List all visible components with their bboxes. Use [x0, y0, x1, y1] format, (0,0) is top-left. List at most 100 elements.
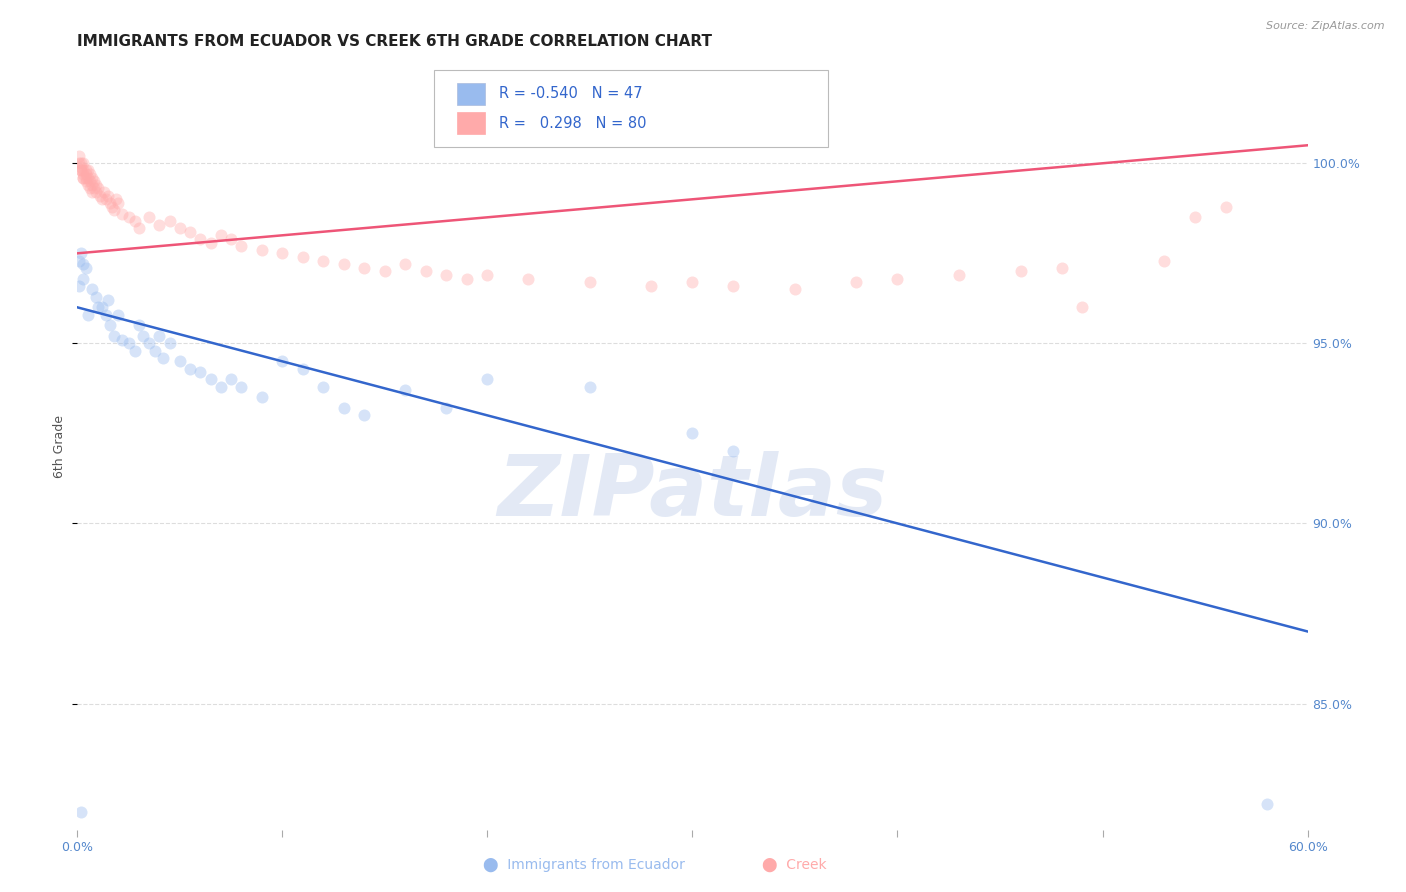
Point — [143, 343, 166, 358]
Point — [103, 329, 125, 343]
Point — [98, 318, 121, 333]
Point — [76, 163, 98, 178]
Point — [179, 361, 201, 376]
Point — [436, 401, 458, 416]
Point — [394, 257, 416, 271]
Point — [70, 805, 93, 819]
Point — [124, 343, 146, 358]
Point — [415, 264, 437, 278]
Point — [152, 351, 174, 365]
Point — [1256, 797, 1278, 812]
Point — [75, 260, 97, 275]
Text: ZIPatlas: ZIPatlas — [498, 450, 887, 533]
Point — [219, 372, 242, 386]
Point — [117, 211, 139, 225]
Point — [353, 260, 375, 275]
Point — [159, 336, 181, 351]
Point — [79, 167, 101, 181]
Point — [70, 163, 93, 178]
Point — [80, 282, 103, 296]
Text: R =   0.298   N = 80: R = 0.298 N = 80 — [499, 116, 647, 130]
Point — [456, 271, 478, 285]
Point — [200, 372, 222, 386]
Point — [148, 218, 170, 232]
Point — [79, 174, 101, 188]
Point — [72, 257, 94, 271]
Point — [333, 257, 356, 271]
Point — [209, 379, 232, 393]
Point — [76, 178, 98, 192]
Point — [67, 156, 90, 170]
Point — [436, 268, 458, 282]
Point — [97, 293, 120, 307]
Point — [723, 278, 745, 293]
Point — [90, 301, 114, 315]
Point — [83, 181, 105, 195]
Point — [79, 181, 101, 195]
Point — [72, 163, 94, 178]
Point — [1050, 260, 1073, 275]
Point — [101, 200, 124, 214]
Point — [70, 163, 93, 178]
Point — [783, 282, 806, 296]
Point — [250, 390, 273, 404]
Point — [72, 170, 94, 185]
Point — [105, 192, 128, 206]
Point — [219, 232, 242, 246]
Point — [271, 246, 294, 260]
FancyBboxPatch shape — [457, 83, 485, 104]
Point — [97, 188, 120, 202]
Point — [111, 333, 134, 347]
Point — [640, 278, 662, 293]
Point — [1153, 253, 1175, 268]
Point — [517, 271, 540, 285]
Text: ⬤  Immigrants from Ecuador: ⬤ Immigrants from Ecuador — [482, 858, 685, 872]
Point — [1184, 211, 1206, 225]
Point — [132, 329, 155, 343]
Point — [90, 192, 114, 206]
Point — [75, 167, 97, 181]
Point — [188, 232, 212, 246]
Point — [291, 361, 314, 376]
Point — [312, 253, 335, 268]
Point — [94, 192, 117, 206]
Point — [394, 383, 416, 397]
Point — [169, 354, 191, 368]
Point — [188, 365, 212, 379]
Point — [374, 264, 396, 278]
Point — [138, 336, 160, 351]
Point — [138, 211, 160, 225]
Point — [948, 268, 970, 282]
Point — [353, 409, 375, 423]
Point — [107, 195, 129, 210]
Point — [72, 271, 94, 285]
FancyBboxPatch shape — [434, 70, 828, 147]
Point — [1071, 301, 1094, 315]
Point — [107, 308, 129, 322]
Point — [1010, 264, 1032, 278]
Point — [89, 188, 111, 202]
Point — [231, 379, 253, 393]
Point — [682, 275, 704, 289]
Point — [103, 203, 125, 218]
Point — [148, 329, 170, 343]
Point — [128, 318, 150, 333]
Point — [70, 160, 93, 174]
Y-axis label: 6th Grade: 6th Grade — [52, 415, 66, 477]
Point — [75, 170, 97, 185]
Point — [84, 178, 107, 192]
Text: IMMIGRANTS FROM ECUADOR VS CREEK 6TH GRADE CORRELATION CHART: IMMIGRANTS FROM ECUADOR VS CREEK 6TH GRA… — [77, 34, 713, 49]
Point — [291, 250, 314, 264]
Text: ⬤  Creek: ⬤ Creek — [762, 858, 827, 872]
Point — [76, 170, 98, 185]
Text: Source: ZipAtlas.com: Source: ZipAtlas.com — [1267, 21, 1385, 30]
Point — [83, 174, 105, 188]
Point — [93, 185, 115, 199]
Point — [312, 379, 335, 393]
Point — [682, 426, 704, 441]
Point — [67, 149, 90, 163]
Point — [98, 195, 121, 210]
Point — [477, 268, 499, 282]
Point — [80, 178, 103, 192]
Point — [128, 221, 150, 235]
